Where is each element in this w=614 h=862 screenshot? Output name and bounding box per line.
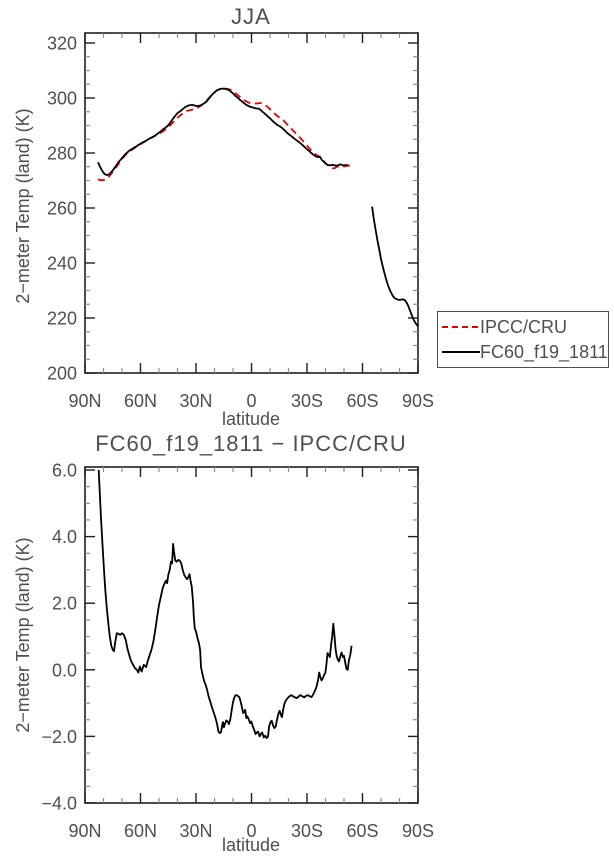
top-panel-title: JJA — [231, 4, 271, 29]
svg-text:30N: 30N — [179, 821, 212, 841]
svg-text:300: 300 — [47, 89, 77, 109]
svg-text:60N: 60N — [124, 391, 157, 411]
bottom-panel-y-axis-label: 2−meter Temp (land) (K) — [13, 537, 33, 733]
svg-text:−2.0: −2.0 — [41, 727, 77, 747]
svg-text:60S: 60S — [346, 821, 378, 841]
svg-text:0.0: 0.0 — [52, 660, 77, 680]
svg-text:30S: 30S — [291, 821, 323, 841]
bottom-panel-title: FC60_f19_1811 − IPCC/CRU — [95, 431, 407, 456]
svg-text:90S: 90S — [402, 391, 434, 411]
legend-entry-fc60: FC60_f19_1811 — [442, 342, 608, 362]
top-panel-x-axis-label: latitude — [221, 409, 281, 429]
svg-text:0: 0 — [246, 391, 256, 411]
svg-text:30S: 30S — [291, 391, 323, 411]
svg-text:240: 240 — [47, 254, 77, 274]
svg-text:280: 280 — [47, 144, 77, 164]
svg-text:2.0: 2.0 — [52, 594, 77, 614]
svg-text:220: 220 — [47, 309, 77, 329]
legend-label-fc60: FC60_f19_1811 — [480, 341, 608, 362]
svg-text:90N: 90N — [68, 821, 101, 841]
svg-text:6.0: 6.0 — [52, 461, 77, 481]
top-panel-y-axis-label: 2−meter Temp (land) (K) — [13, 108, 33, 304]
svg-text:30N: 30N — [179, 391, 212, 411]
svg-text:60N: 60N — [124, 821, 157, 841]
svg-text:0: 0 — [246, 821, 256, 841]
legend-box: IPCC/CRU FC60_f19_1811 — [437, 311, 609, 368]
svg-text:260: 260 — [47, 199, 77, 219]
svg-text:320: 320 — [47, 34, 77, 54]
solid-line-swatch-icon — [442, 351, 480, 353]
dashed-line-swatch-icon — [442, 326, 480, 328]
svg-text:90N: 90N — [68, 391, 101, 411]
svg-text:60S: 60S — [346, 391, 378, 411]
bottom-panel-x-axis-label: latitude — [221, 835, 281, 855]
svg-text:−4.0: −4.0 — [41, 794, 77, 814]
svg-text:200: 200 — [47, 364, 77, 384]
legend-label-ipcc-cru: IPCC/CRU — [480, 316, 568, 337]
svg-text:90S: 90S — [402, 821, 434, 841]
legend-entry-ipcc-cru: IPCC/CRU — [442, 317, 608, 337]
svg-text:4.0: 4.0 — [52, 527, 77, 547]
